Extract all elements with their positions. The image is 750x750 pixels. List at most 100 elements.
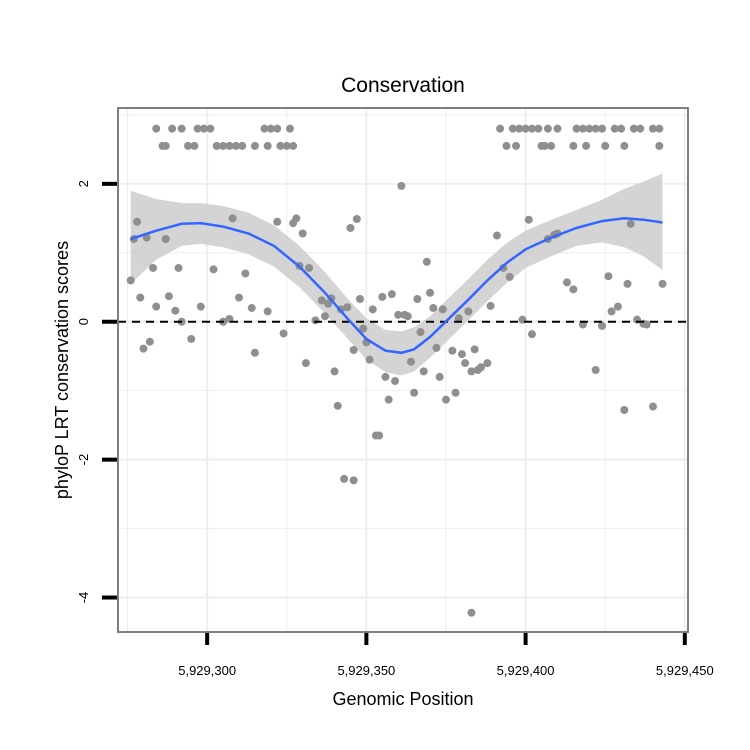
data-point — [435, 372, 444, 381]
data-point — [416, 328, 425, 337]
data-point — [368, 305, 377, 314]
data-point — [655, 141, 664, 150]
data-point — [171, 306, 180, 315]
data-point — [607, 307, 616, 316]
data-point — [352, 215, 361, 224]
data-point — [534, 124, 543, 133]
y-tick-label: -2 — [76, 454, 91, 466]
y-tick-label: 0 — [76, 318, 91, 325]
data-point — [263, 307, 272, 316]
data-point — [187, 334, 196, 343]
data-point — [470, 345, 479, 354]
data-point — [432, 343, 441, 352]
data-point — [413, 294, 422, 303]
data-point — [359, 324, 368, 333]
data-point — [301, 359, 310, 368]
data-point — [190, 141, 199, 150]
data-point — [461, 359, 470, 368]
y-tick-label: 2 — [76, 180, 91, 187]
data-point — [298, 229, 307, 238]
data-point — [508, 124, 517, 133]
data-point — [655, 124, 664, 133]
data-point — [505, 272, 514, 281]
data-point — [164, 292, 173, 301]
data-point — [219, 141, 228, 150]
data-point — [521, 124, 530, 133]
data-point — [441, 395, 450, 404]
data-point — [540, 141, 549, 150]
data-point — [184, 141, 193, 150]
data-point — [381, 372, 390, 381]
data-point — [174, 263, 183, 272]
data-point — [133, 217, 142, 226]
data-point — [610, 124, 619, 133]
data-point — [620, 405, 629, 414]
loess-smooth-line — [130, 217, 663, 355]
data-point — [228, 214, 237, 223]
data-point — [591, 366, 600, 374]
data-point — [467, 367, 476, 376]
data-point — [292, 214, 301, 223]
data-point — [636, 124, 645, 133]
data-point — [477, 363, 486, 372]
data-point — [311, 316, 320, 325]
data-point — [582, 141, 591, 150]
data-point — [247, 303, 256, 312]
data-point — [426, 288, 435, 297]
data-point — [375, 431, 384, 440]
x-axis-title: Genomic Position — [332, 689, 473, 709]
data-point — [126, 276, 135, 285]
data-point — [486, 301, 495, 310]
data-point — [250, 348, 259, 357]
data-points — [126, 124, 667, 617]
y-tick-label: -4 — [76, 592, 91, 604]
data-point — [193, 124, 202, 133]
data-point — [585, 124, 594, 133]
data-point — [547, 141, 556, 150]
data-point — [438, 305, 447, 314]
data-point — [578, 124, 587, 133]
data-point — [139, 344, 148, 353]
data-point — [349, 476, 358, 485]
data-point — [410, 388, 419, 397]
data-point — [429, 303, 438, 312]
data-point — [168, 124, 177, 133]
data-point — [569, 285, 578, 294]
data-point — [626, 219, 635, 228]
data-point — [161, 235, 170, 243]
data-point — [451, 388, 460, 397]
data-point — [648, 124, 657, 133]
data-point — [320, 312, 329, 321]
data-point — [279, 329, 288, 338]
data-point — [569, 141, 578, 150]
data-point — [617, 124, 626, 133]
data-point — [161, 141, 170, 150]
data-point — [391, 377, 400, 386]
data-point — [285, 124, 294, 133]
data-point — [572, 124, 581, 133]
data-point — [457, 350, 466, 359]
data-point — [196, 302, 205, 311]
data-point — [524, 215, 533, 224]
data-point — [273, 124, 282, 133]
data-point — [422, 257, 431, 266]
data-point — [177, 124, 186, 133]
data-point — [496, 124, 505, 133]
data-point — [305, 263, 314, 272]
data-point — [483, 359, 492, 368]
data-point — [642, 320, 651, 329]
x-tick-label: 5,929,400 — [497, 663, 555, 678]
y-axis-title: phyloP LRT conservation scores — [52, 241, 72, 499]
data-point — [266, 124, 275, 133]
x-tick-label: 5,929,350 — [337, 663, 395, 678]
data-point — [454, 314, 463, 323]
x-tick-label: 5,929,300 — [178, 663, 236, 678]
data-point — [527, 124, 536, 133]
data-point — [562, 278, 571, 287]
data-point — [406, 357, 415, 366]
data-point — [515, 124, 524, 133]
data-point — [317, 296, 326, 305]
data-point — [250, 141, 259, 150]
panel-border — [117, 107, 689, 633]
data-point — [199, 124, 208, 133]
